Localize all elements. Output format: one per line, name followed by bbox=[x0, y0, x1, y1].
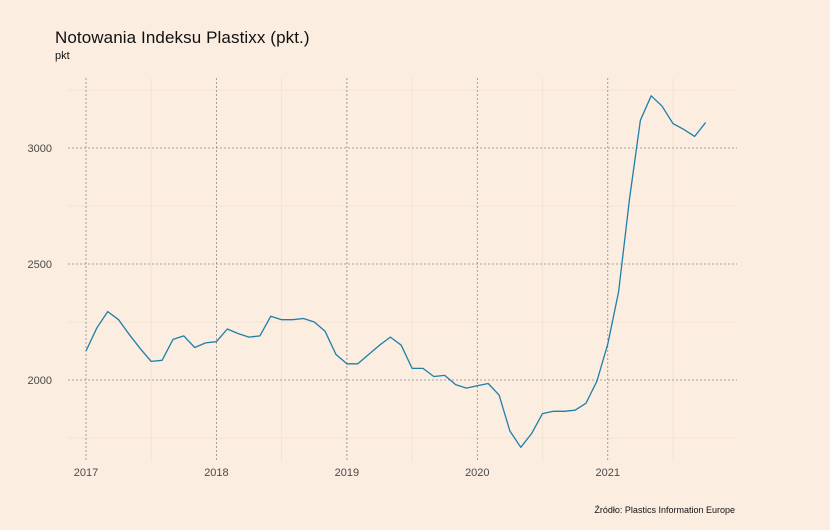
series-line-0 bbox=[85, 95, 707, 448]
chart-subtitle: pkt bbox=[55, 50, 70, 62]
y-tick-label-2500: 2500 bbox=[28, 259, 52, 271]
y-tick-label-3000: 3000 bbox=[28, 143, 52, 155]
grid-minor bbox=[68, 78, 737, 462]
y-tick-label-2000: 2000 bbox=[28, 375, 52, 387]
x-tick-label-2020: 2020 bbox=[465, 467, 489, 479]
chart-title: Notowania Indeksu Plastixx (pkt.) bbox=[55, 28, 310, 47]
x-tick-label-2021: 2021 bbox=[596, 467, 620, 479]
series-layer bbox=[85, 95, 707, 448]
x-axis-ticks: 2017 2018 2019 2020 2021 bbox=[74, 467, 620, 479]
source-caption: Źródło: Plastics Information Europe bbox=[594, 505, 735, 515]
x-tick-label-2019: 2019 bbox=[335, 467, 359, 479]
x-tick-label-2017: 2017 bbox=[74, 467, 98, 479]
grid-major bbox=[68, 78, 737, 462]
x-tick-label-2018: 2018 bbox=[204, 467, 228, 479]
y-axis-ticks: 2000 2500 3000 bbox=[28, 143, 52, 387]
